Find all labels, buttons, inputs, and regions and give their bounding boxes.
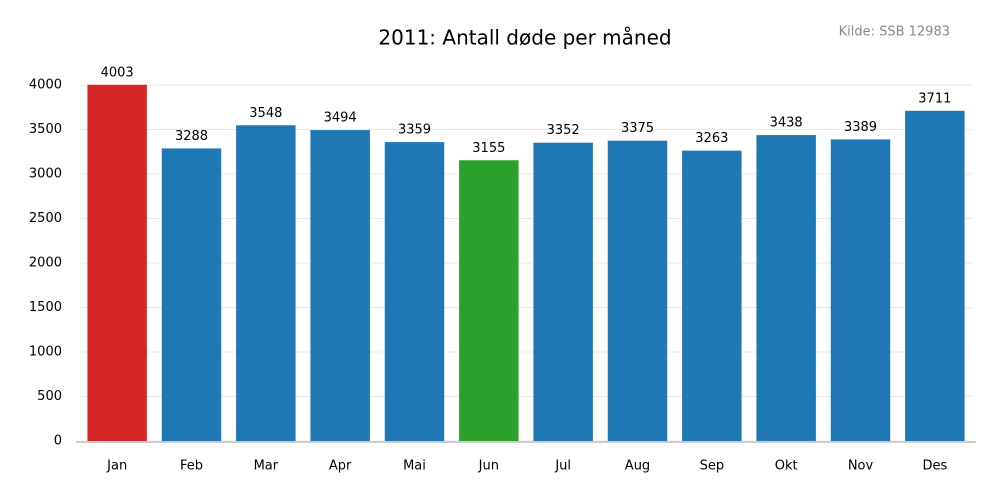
value-label: 3263 bbox=[695, 131, 728, 146]
value-label: 3711 bbox=[918, 91, 951, 106]
bar bbox=[310, 130, 370, 441]
value-label: 3389 bbox=[844, 120, 877, 135]
y-tick-label: 2000 bbox=[29, 256, 62, 271]
y-tick-label: 0 bbox=[54, 434, 62, 449]
chart-title: 2011: Antall døde per måned bbox=[378, 26, 671, 50]
bar bbox=[459, 160, 519, 441]
x-tick-label: Mar bbox=[254, 459, 279, 474]
y-tick-label: 500 bbox=[37, 389, 62, 404]
value-label: 3288 bbox=[175, 129, 208, 144]
x-tick-label: Nov bbox=[848, 459, 874, 474]
bar bbox=[161, 148, 222, 441]
bar bbox=[87, 84, 147, 441]
y-tick-label: 1000 bbox=[29, 345, 62, 360]
x-tick-label: Jul bbox=[554, 459, 571, 474]
source-note: Kilde: SSB 12983 bbox=[839, 25, 950, 40]
value-label: 3438 bbox=[770, 116, 803, 131]
y-tick-label: 3000 bbox=[29, 167, 62, 182]
bar bbox=[756, 135, 816, 441]
value-label: 4003 bbox=[101, 65, 134, 80]
x-tick-label: Des bbox=[922, 459, 947, 474]
x-tick-label: Sep bbox=[700, 459, 725, 474]
x-tick-label: Mai bbox=[403, 459, 426, 474]
bar bbox=[236, 125, 296, 442]
x-tick-label: Aug bbox=[625, 459, 650, 474]
x-tick-label: Okt bbox=[775, 459, 798, 474]
x-tick-label: Jun bbox=[478, 459, 499, 474]
bar bbox=[682, 150, 742, 441]
x-tick-label: Feb bbox=[180, 459, 203, 474]
y-tick-label: 2500 bbox=[29, 211, 62, 226]
value-label: 3494 bbox=[324, 111, 357, 126]
x-tick-label: Jan bbox=[106, 459, 127, 474]
bar bbox=[830, 139, 891, 441]
y-tick-label: 4000 bbox=[29, 78, 62, 93]
value-label: 3352 bbox=[547, 123, 580, 138]
bar bbox=[384, 142, 445, 441]
bar bbox=[905, 110, 965, 442]
value-label: 3155 bbox=[472, 141, 505, 156]
value-label: 3375 bbox=[621, 121, 654, 136]
bar bbox=[533, 142, 593, 441]
value-label: 3359 bbox=[398, 123, 431, 138]
bar bbox=[607, 140, 668, 441]
x-tick-label: Apr bbox=[329, 459, 352, 474]
y-tick-label: 3500 bbox=[29, 122, 62, 137]
value-label: 3548 bbox=[249, 106, 282, 121]
y-tick-label: 1500 bbox=[29, 300, 62, 315]
